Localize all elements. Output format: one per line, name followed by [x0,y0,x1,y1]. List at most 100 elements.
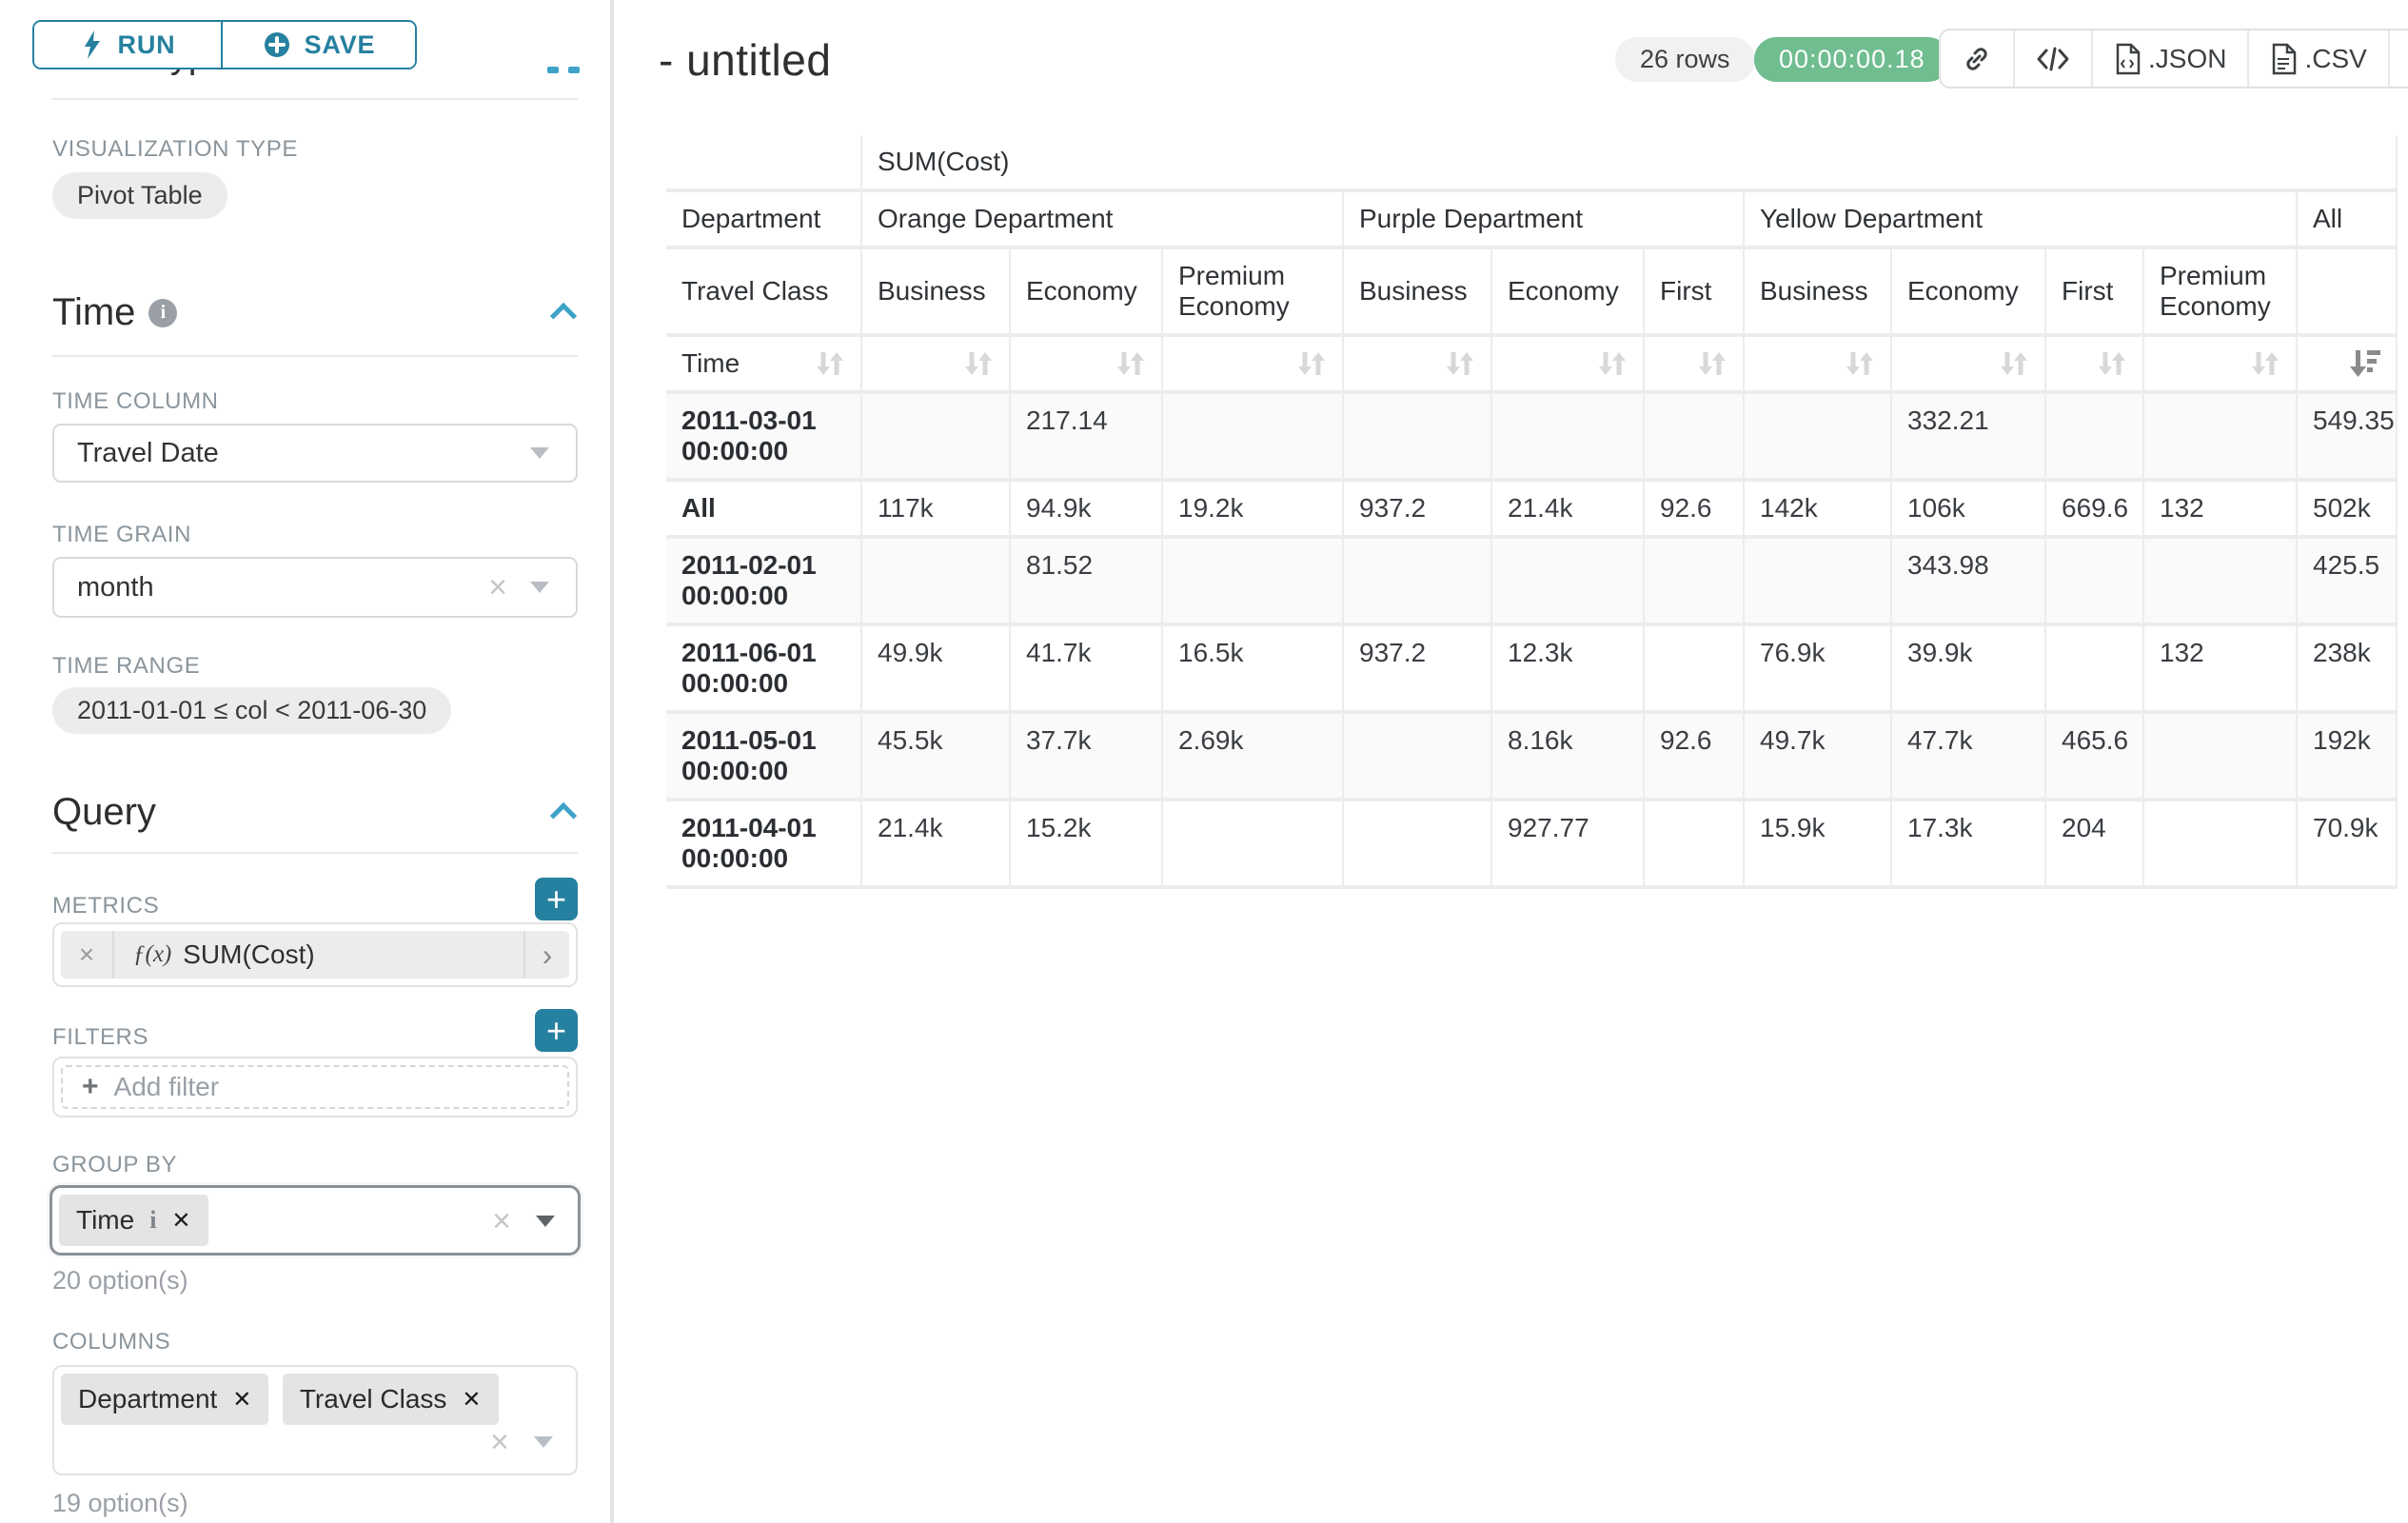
column-sort-cell[interactable] [2045,335,2144,394]
metric-pill[interactable]: × ƒ(x) SUM(Cost) › [61,931,569,979]
visualization-type-pill[interactable]: Pivot Table [52,172,227,219]
column-sort-cell[interactable] [1162,335,1344,394]
chevron-up-icon [547,67,559,73]
department-header-row: Department Orange Department Purple Depa… [666,190,2398,249]
time-grain-value: month [77,571,154,603]
clear-icon[interactable]: × [492,1203,511,1239]
pivot-cell: 669.6 [2045,480,2144,539]
sort-icon[interactable] [1843,348,1875,379]
time-range-label: TIME RANGE [52,653,201,679]
pivot-cell: 76.9k [1744,624,1892,714]
columns-select[interactable]: Department ✕ Travel Class ✕ × [52,1365,578,1475]
sort-icon[interactable] [1114,348,1146,379]
group-by-tag[interactable]: Time i ✕ [59,1195,208,1246]
pivot-cell: 937.2 [1343,624,1492,714]
pivot-cell [861,392,1011,482]
row-dimension-cell[interactable]: Time [666,335,862,394]
time-range-pill[interactable]: 2011-01-01 ≤ col < 2011-06-30 [52,687,452,734]
pivot-cell [2143,537,2298,626]
remove-metric-icon[interactable]: × [61,931,114,979]
share-link-button[interactable] [1941,30,2013,87]
columns-options-note: 19 option(s) [52,1489,188,1517]
time-column-select[interactable]: Travel Date [52,424,578,483]
filters-control: + Add filter [52,1057,578,1118]
export-csv-button[interactable]: .CSV [2247,30,2387,87]
pivot-data-row: 2011-02-01 00:00:00 81.52 343.98 425.5 [666,537,2398,626]
chevron-up-icon[interactable] [549,302,578,330]
pivot-cell: 8.16k [1491,712,1645,801]
pivot-cell [1744,392,1892,482]
leaf-header-cell: First [2045,247,2144,337]
column-sort-cell[interactable] [1343,335,1492,394]
leaf-header-cell [2297,247,2398,337]
sort-icon[interactable] [813,348,845,379]
pivot-cell: 21.4k [861,800,1011,889]
sort-icon[interactable] [1997,348,2029,379]
chevron-right-icon[interactable]: › [523,931,569,979]
columns-tag[interactable]: Travel Class ✕ [282,1374,499,1425]
clear-icon[interactable]: × [488,569,507,605]
row-count-badge: 26 rows [1615,37,1755,82]
file-text-icon [2270,43,2297,75]
group-by-select[interactable]: Time i ✕ × [49,1185,581,1256]
chevron-down-icon[interactable] [536,1216,555,1227]
column-sort-cell-active[interactable] [2297,335,2398,394]
clear-icon[interactable]: × [490,1424,509,1460]
add-filter-button[interactable]: + [535,1009,578,1052]
pivot-data-row: 2011-04-01 00:00:00 21.4k 15.2k 927.77 15.9k… [666,800,2398,889]
chevron-down-icon[interactable] [534,1436,553,1448]
chevron-up-icon[interactable] [549,801,578,830]
column-sort-cell[interactable] [861,335,1011,394]
remove-tag-icon[interactable]: ✕ [171,1207,191,1234]
query-duration-badge: 00:00:00.18 [1754,37,1950,82]
pivot-cell: 41.7k [1010,624,1163,714]
add-metric-button[interactable]: + [535,878,578,920]
sort-icon[interactable] [1595,348,1628,379]
leaf-header-cell: Economy [1891,247,2046,337]
pivot-cell: 12.3k [1491,624,1645,714]
column-sort-cell[interactable] [1010,335,1163,394]
column-sort-cell[interactable] [1891,335,2046,394]
pivot-cell: 937.2 [1343,480,1492,539]
pivot-cell: 49.9k [861,624,1011,714]
pivot-data-row: 2011-06-01 00:00:00 49.9k 41.7k 16.5k 937.2 1… [666,624,2398,714]
pivot-cell [1644,392,1745,482]
column-sort-cell[interactable] [2143,335,2298,394]
save-button[interactable]: SAVE [223,22,415,68]
chart-title[interactable]: - untitled [659,35,832,85]
metric-name: SUM(Cost) [183,940,315,969]
sort-icon[interactable] [1695,348,1727,379]
time-grain-select[interactable]: month × [52,557,578,618]
run-button[interactable]: RUN [34,22,223,68]
sort-icon[interactable] [2095,348,2127,379]
columns-tag[interactable]: Department ✕ [61,1374,269,1425]
group-header-cell: Purple Department [1343,190,1745,249]
pivot-cell: 92.6 [1644,712,1745,801]
columns-label: COLUMNS [52,1329,171,1355]
export-json-label: .JSON [2148,43,2227,73]
remove-tag-icon[interactable]: ✕ [462,1386,482,1413]
info-icon: i [148,298,178,327]
sort-descending-icon[interactable] [2346,348,2381,379]
pivot-cell: 21.4k [1491,480,1645,539]
leaf-header-cell: Premium Economy [2143,247,2298,337]
column-sort-cell[interactable] [1744,335,1892,394]
run-save-button-group: RUN SAVE [32,20,417,69]
menu-button[interactable] [2387,30,2408,87]
sort-icon[interactable] [961,348,994,379]
add-filter-dropzone[interactable]: + Add filter [61,1065,569,1109]
remove-tag-icon[interactable]: ✕ [232,1386,252,1413]
pivot-row-label: 2011-03-01 00:00:00 [666,392,862,482]
time-section-header[interactable]: Time i [52,291,178,334]
sort-icon[interactable] [1443,348,1475,379]
sort-icon[interactable] [2248,348,2280,379]
column-sort-cell[interactable] [1644,335,1745,394]
view-query-button[interactable] [2013,30,2091,87]
column-sort-cell[interactable] [1491,335,1645,394]
export-json-button[interactable]: .JSON [2091,30,2247,87]
query-section-header[interactable]: Query [52,791,156,834]
pivot-cell: 70.9k [2297,800,2398,889]
chevron-up-icon [568,67,580,73]
sort-icon[interactable] [1294,348,1327,379]
pivot-cell [1644,800,1745,889]
